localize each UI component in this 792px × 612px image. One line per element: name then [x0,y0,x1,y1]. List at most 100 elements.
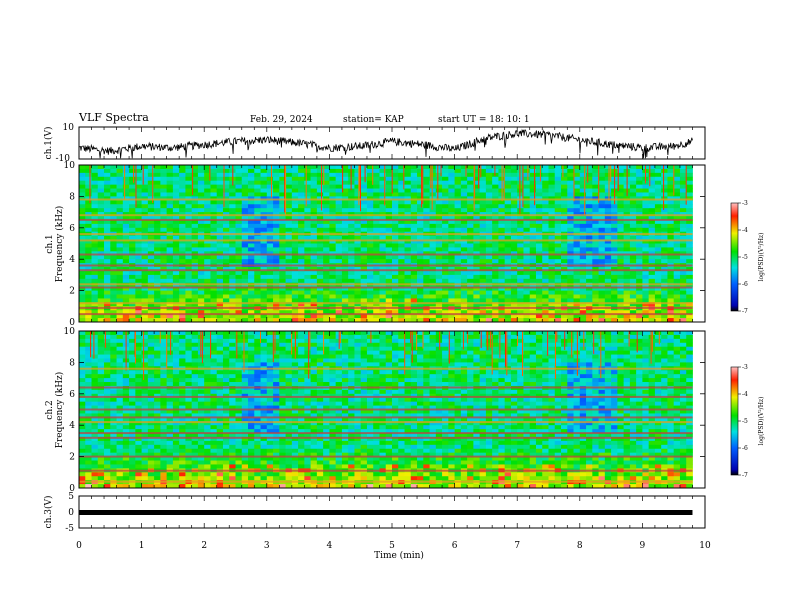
spectrogram-cell [204,405,211,410]
spectrogram-cell [679,278,687,284]
spectrogram-cell [535,165,543,170]
spectrogram-cell [642,188,650,193]
spectrogram-cell [191,227,199,233]
spectrogram-cell [222,270,230,276]
spectrogram-cell [135,472,142,477]
spectrogram-cell [561,184,568,189]
spectrogram-cell [104,413,111,418]
spectrogram-cell [291,208,299,213]
spectrogram-cell [172,413,180,418]
spectrogram-cell [329,318,337,323]
spectrogram-cell [417,255,424,260]
spectrogram-cell [110,208,117,213]
spectrogram-cell [197,180,205,186]
spectrogram-cell [573,208,581,213]
spectrogram-cell [147,429,155,434]
spectrogram-cell [135,436,142,442]
spectrogram-cell [97,413,105,418]
spectrogram-cell [460,200,468,205]
spectrogram-cell [147,247,155,252]
spectrogram-cell [104,239,111,244]
spectrogram-cell [529,302,537,307]
spectrogram-cell [504,188,512,193]
spectrogram-cell [79,192,86,197]
spectrogram-cell [379,180,387,186]
spectrogram-cell [392,278,399,284]
spectrogram-cell [542,192,549,197]
spectrogram-cell [460,318,468,323]
spectrogram-cell [667,192,675,197]
spectrogram-cell [341,235,349,240]
spectrogram-cell [79,247,86,252]
spectrogram-cell [410,172,418,178]
spectrogram-cell [279,290,286,295]
spectrogram-cell [686,310,693,315]
spectrogram-cell [166,247,174,252]
spectrogram-cell [204,464,211,469]
spectrogram-cell [154,290,161,295]
spectrogram-cell [348,298,355,303]
spectrogram-cell [85,204,92,209]
spectrogram-cell [254,278,261,284]
spectrogram-cell [116,354,124,359]
spectrogram-cell [241,188,249,193]
spectrogram-cell [448,290,455,295]
spectrogram-cell [129,405,136,410]
spectrogram-cell [642,239,650,244]
spectrogram-cell [166,405,174,410]
spectrogram-cell [216,274,224,280]
spectrogram-cell [204,484,211,489]
spectrogram-cell [310,180,318,186]
spectrogram-cell [141,436,149,442]
spectrogram-cell [442,239,449,244]
spectrogram-cell [266,208,274,213]
spectrogram-cell [154,302,161,307]
spectrogram-cell [97,165,105,170]
spectrogram-cell [636,294,643,299]
spectrogram-cell [323,165,330,170]
spectrogram-cell [679,204,687,209]
spectrogram-cell [316,219,324,225]
spectrogram-cell [116,278,124,284]
spectrogram-cell [561,219,568,225]
spectrogram-cell [110,440,117,446]
spectrogram-cell [85,436,92,442]
spectrogram-cell [667,168,675,174]
spectrogram-cell [110,223,117,229]
spectrogram-cell [179,270,186,276]
spectrogram-cell [642,302,650,307]
spectrogram-cell [417,204,424,209]
spectrogram-cell [97,421,105,426]
spectrogram-cell [567,200,574,205]
spectrogram-cell [341,192,349,197]
spectrogram-cell [222,310,230,315]
spectrogram-cell [379,314,387,319]
spectrogram-cell [79,405,86,410]
spectrogram-cell [654,247,662,252]
spectrogram-cell [354,290,362,295]
spectrogram-cell [147,444,155,450]
spectrogram-cell [97,440,105,446]
spectrogram-cell [154,239,161,244]
start-time-label: start UT = 18: 10: 1 [438,115,530,125]
spectrogram-cell [573,165,581,170]
spectrogram-cell [166,180,174,186]
spectrogram-cell [510,176,518,182]
spectrogram-cell [423,274,430,280]
spectrogram-cell [611,298,618,303]
spectrogram-cell [185,278,193,284]
spectrogram-cell [429,204,437,209]
spectrogram-cell [129,401,136,406]
spectrogram-cell [523,314,531,319]
spectrogram-cell [172,290,180,295]
spectrogram-cell [179,318,186,323]
spectrogram-cell [129,484,136,489]
spectrogram-cell [210,184,218,189]
spectrogram-cell [204,310,211,315]
spectrogram-cell [204,204,211,209]
spectrogram-cell [172,425,180,430]
spectrogram-cell [323,219,330,225]
spectrogram-cell [179,223,186,229]
spectrogram-cell [216,200,224,205]
spectrogram-cell [542,180,549,186]
